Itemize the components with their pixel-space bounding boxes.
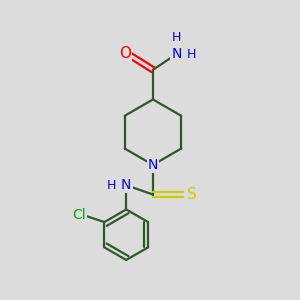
Text: N: N [121, 178, 131, 192]
Text: S: S [187, 187, 196, 202]
Text: H: H [107, 178, 116, 192]
Text: N: N [148, 158, 158, 172]
Text: O: O [119, 46, 131, 61]
Text: H: H [172, 31, 182, 44]
Text: H: H [187, 48, 196, 61]
Text: N: N [172, 47, 182, 61]
Text: Cl: Cl [72, 208, 86, 222]
